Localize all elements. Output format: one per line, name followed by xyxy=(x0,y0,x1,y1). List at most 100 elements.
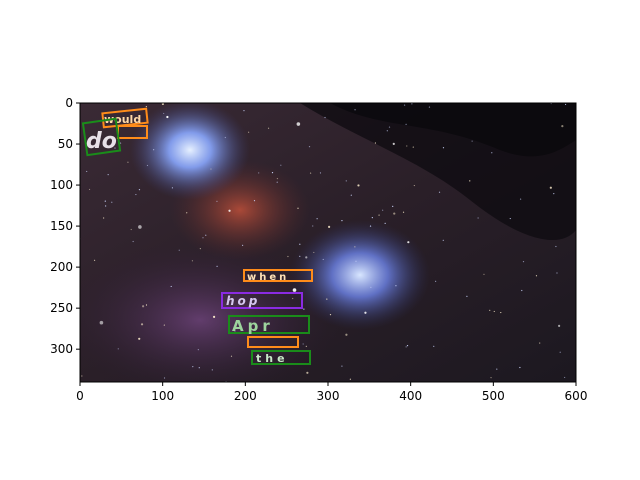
star xyxy=(93,259,96,261)
star xyxy=(140,323,144,326)
star xyxy=(316,218,318,220)
star xyxy=(522,260,525,263)
star xyxy=(142,305,145,308)
star xyxy=(496,368,498,370)
star xyxy=(163,377,166,379)
star xyxy=(374,142,377,144)
star xyxy=(117,348,119,350)
star xyxy=(519,366,521,369)
star xyxy=(216,265,218,267)
star xyxy=(370,286,372,288)
star xyxy=(250,278,252,280)
star xyxy=(234,330,236,332)
star xyxy=(248,131,250,133)
star xyxy=(442,147,445,149)
star xyxy=(197,349,199,351)
star xyxy=(170,285,172,288)
star xyxy=(309,172,312,174)
annotation-text: Apr xyxy=(232,317,274,335)
star xyxy=(322,258,324,261)
star xyxy=(324,116,326,119)
star xyxy=(392,205,394,208)
star xyxy=(258,172,260,174)
star xyxy=(81,375,83,377)
star xyxy=(521,289,523,292)
star xyxy=(104,200,106,202)
annotation-text: would xyxy=(104,113,141,126)
annotation-the: the xyxy=(247,336,311,365)
star xyxy=(271,172,274,174)
star xyxy=(500,311,502,314)
star xyxy=(555,245,557,248)
star xyxy=(378,214,380,216)
star xyxy=(433,345,435,347)
y-tick-label: 300 xyxy=(50,342,73,356)
annotation-Apr: Apr xyxy=(228,315,310,335)
star xyxy=(305,256,308,259)
y-tick-label: 150 xyxy=(50,219,73,233)
x-tick-label: 500 xyxy=(482,389,505,403)
star xyxy=(306,371,309,374)
text-annotation-boxes: would do when hop Apr the xyxy=(81,107,313,365)
star xyxy=(519,198,522,200)
star xyxy=(153,149,155,151)
star xyxy=(471,140,473,142)
star xyxy=(228,209,231,212)
star xyxy=(412,146,414,148)
star xyxy=(145,304,148,306)
star xyxy=(407,241,410,244)
dark-dust-lane-2 xyxy=(330,103,576,157)
star xyxy=(406,345,409,347)
star xyxy=(297,207,299,209)
star xyxy=(477,217,479,219)
star xyxy=(469,180,471,182)
star xyxy=(276,177,279,180)
star xyxy=(303,308,305,310)
star xyxy=(166,115,169,119)
star xyxy=(402,211,405,213)
star xyxy=(292,297,294,300)
star xyxy=(212,315,216,318)
star xyxy=(146,164,149,167)
star xyxy=(564,103,567,106)
star xyxy=(267,127,270,129)
star xyxy=(205,234,207,236)
annotation-when: when xyxy=(243,269,313,283)
star xyxy=(442,239,444,241)
star xyxy=(350,194,352,196)
star xyxy=(242,244,244,246)
x-tick-label: 400 xyxy=(399,389,422,403)
star xyxy=(103,217,105,219)
star xyxy=(411,103,413,105)
star xyxy=(211,369,213,371)
star xyxy=(395,285,397,287)
star xyxy=(553,193,555,195)
star xyxy=(369,225,372,227)
star xyxy=(230,355,233,357)
star xyxy=(384,222,386,224)
star xyxy=(364,311,367,314)
y-tick-label: 250 xyxy=(50,301,73,315)
star xyxy=(313,251,315,254)
star xyxy=(319,172,322,174)
star xyxy=(308,146,311,148)
star xyxy=(564,376,566,379)
star xyxy=(535,275,538,277)
star xyxy=(392,142,395,145)
annotation-hop: hop xyxy=(221,292,303,309)
star xyxy=(138,225,142,229)
star xyxy=(186,212,188,214)
star xyxy=(491,152,493,154)
star-field xyxy=(80,103,567,382)
y-tick-label: 0 xyxy=(65,96,73,110)
star xyxy=(556,272,558,274)
star xyxy=(354,246,356,248)
star xyxy=(493,310,495,313)
star xyxy=(171,187,174,189)
star xyxy=(405,123,407,125)
star xyxy=(435,280,437,282)
star xyxy=(345,333,348,336)
star xyxy=(345,180,347,182)
star xyxy=(111,201,113,203)
